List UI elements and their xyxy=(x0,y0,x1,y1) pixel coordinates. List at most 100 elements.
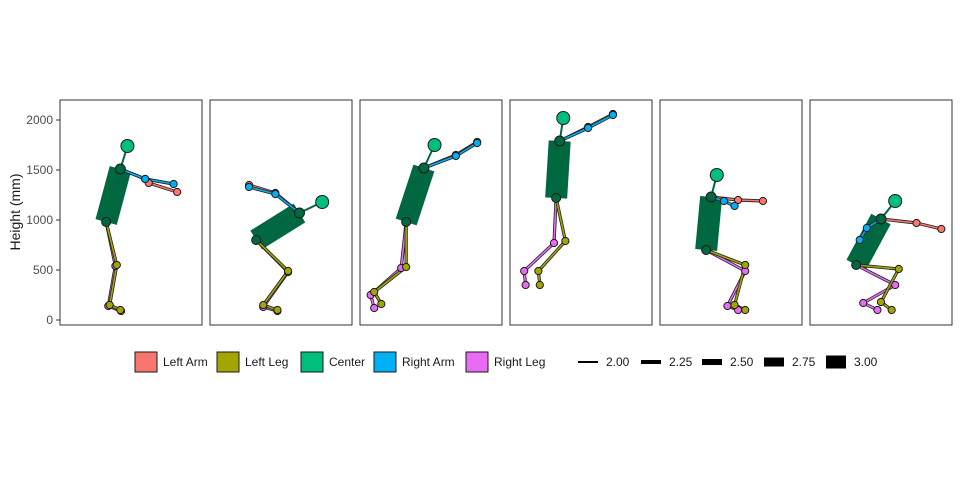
left-arm-joint xyxy=(758,196,768,206)
right-leg-joint xyxy=(859,298,868,308)
left-leg-joint xyxy=(377,299,386,309)
legend-size-label: 2.75 xyxy=(792,355,816,369)
y-tick-label: 2000 xyxy=(26,113,53,127)
panel-border xyxy=(809,99,953,326)
left-leg-joint xyxy=(894,264,903,274)
right-leg-line xyxy=(855,264,896,311)
left-leg-line xyxy=(856,264,900,311)
left-leg-line xyxy=(255,239,289,311)
trunk-segment xyxy=(95,166,131,225)
left-leg-joint xyxy=(259,300,268,310)
y-tick-label: 1000 xyxy=(26,213,53,227)
legend-size-label: 2.25 xyxy=(669,355,693,369)
right-arm-joint xyxy=(584,123,593,133)
right-leg-line xyxy=(523,197,557,286)
right-arm-joint xyxy=(862,223,871,233)
legend-key-right-arm xyxy=(373,351,397,373)
neck-joint xyxy=(554,135,566,147)
legend-key-left-arm xyxy=(134,351,158,373)
legend-key-center xyxy=(300,351,324,373)
head-marker xyxy=(315,195,330,209)
legend-label: Right Leg xyxy=(494,355,545,369)
left-leg-joint xyxy=(370,287,379,297)
right-arm-joint xyxy=(451,151,460,161)
left-leg-joint xyxy=(284,266,293,276)
neck-joint xyxy=(418,162,430,174)
pelvis-joint xyxy=(401,217,412,227)
left-leg-line xyxy=(537,197,567,286)
left-leg-joint xyxy=(876,297,886,307)
right-leg-joint xyxy=(891,280,900,290)
trunk-segment xyxy=(545,140,571,199)
facet-panel xyxy=(809,99,953,326)
y-axis-title: Height (mm) xyxy=(7,173,23,250)
left-leg-joint xyxy=(534,266,543,276)
left-leg-joint xyxy=(741,260,750,270)
pelvis-joint xyxy=(851,260,862,270)
left-leg-joint xyxy=(730,300,739,310)
legend-label: Center xyxy=(329,355,365,369)
neck-joint xyxy=(875,213,887,225)
pelvis-joint xyxy=(551,193,562,203)
head-marker xyxy=(427,138,442,152)
left-arm-joint xyxy=(173,187,182,197)
pelvis-joint xyxy=(101,217,112,227)
legend-key-right-leg xyxy=(465,351,489,373)
facet-panel xyxy=(59,99,203,326)
right-leg-joint xyxy=(370,303,379,313)
left-leg-joint xyxy=(105,300,114,310)
left-leg-joint xyxy=(273,305,282,315)
pelvis-joint xyxy=(701,245,712,255)
y-tick-label: 0 xyxy=(46,313,53,327)
right-arm-joint xyxy=(271,189,280,199)
y-tick-label: 1500 xyxy=(26,163,53,177)
left-leg-joint xyxy=(887,305,896,315)
y-tick-label: 500 xyxy=(33,263,53,277)
legend-key-left-leg xyxy=(216,351,240,373)
legend: Left Arm Left Leg Center Right Arm Right Leg… xyxy=(134,351,878,373)
panel-border xyxy=(659,99,803,326)
trunk-segment xyxy=(846,213,891,271)
left-leg-joint xyxy=(116,305,125,315)
right-arm-joint xyxy=(855,235,864,245)
facet-panel xyxy=(659,99,803,326)
neck-joint xyxy=(293,207,305,219)
facet-panels xyxy=(59,99,953,326)
right-leg-joint xyxy=(723,301,732,311)
left-arm-joint xyxy=(937,224,946,234)
left-leg-joint xyxy=(402,262,411,272)
head-marker xyxy=(120,139,135,153)
right-arm-joint xyxy=(730,201,739,211)
right-arm-joint xyxy=(473,138,482,148)
legend-label: Left Leg xyxy=(245,355,288,369)
legend-label: Left Arm xyxy=(163,355,208,369)
trunk-segment xyxy=(395,164,435,226)
trunk-segment xyxy=(695,195,723,252)
trunk-segment xyxy=(250,203,306,250)
pelvis-joint xyxy=(251,235,262,245)
right-leg-joint xyxy=(873,305,882,315)
left-leg-joint xyxy=(535,280,544,290)
y-axis: 0 500 1000 1500 2000 xyxy=(26,113,60,327)
left-arm-joint xyxy=(734,195,743,205)
neck-joint xyxy=(114,163,126,175)
facet-panel xyxy=(359,99,503,326)
facet-panel xyxy=(509,99,653,326)
left-leg-joint xyxy=(112,260,121,270)
right-arm-joint xyxy=(719,196,729,206)
left-arm-joint xyxy=(912,218,921,228)
head-marker xyxy=(709,168,724,182)
left-leg-line xyxy=(373,222,407,305)
right-leg-joint xyxy=(549,238,559,248)
right-arm-joint xyxy=(244,182,254,192)
legend-size-label: 2.00 xyxy=(606,355,630,369)
head-marker xyxy=(888,194,903,208)
right-arm-joint xyxy=(608,110,618,120)
panel-border xyxy=(59,99,203,326)
facet-panel xyxy=(209,99,353,326)
legend-label: Right Arm xyxy=(402,355,455,369)
left-leg-joint xyxy=(741,305,750,315)
right-arm-joint xyxy=(169,179,178,189)
panel-border xyxy=(359,99,503,326)
